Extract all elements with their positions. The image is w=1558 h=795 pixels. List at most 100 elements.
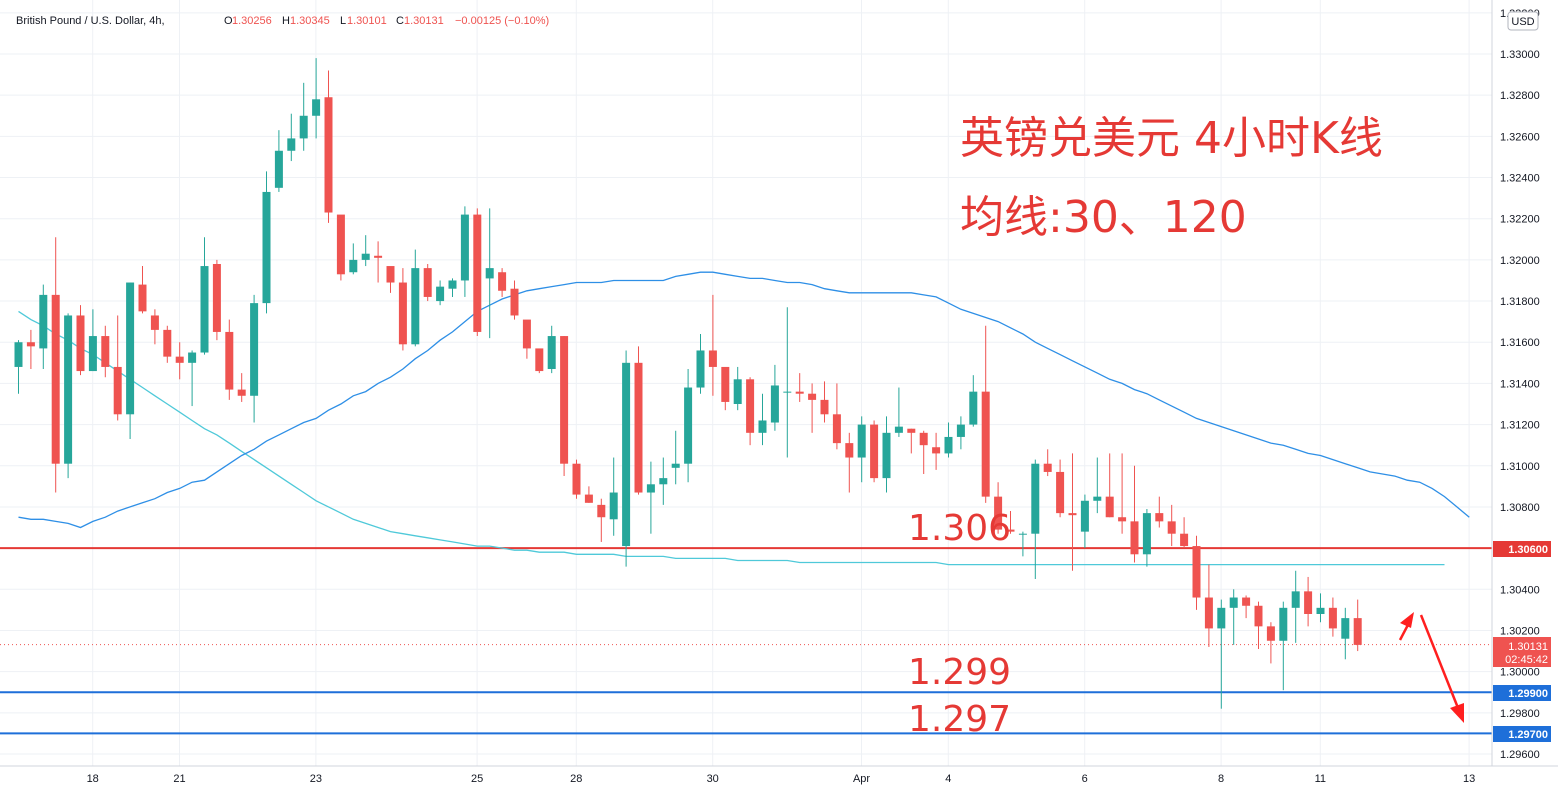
candle-bearish[interactable] <box>932 432 941 470</box>
candle-bullish[interactable] <box>1291 570 1300 643</box>
candle-bearish[interactable] <box>51 237 60 493</box>
candle-bullish[interactable] <box>646 461 655 534</box>
candle-bearish[interactable] <box>386 266 395 293</box>
candle-bearish[interactable] <box>522 319 531 359</box>
candle-bullish[interactable] <box>39 284 48 369</box>
candle-bullish[interactable] <box>944 422 953 458</box>
candle-bearish[interactable] <box>113 315 122 421</box>
candle-bearish[interactable] <box>26 329 35 369</box>
candle-bearish[interactable] <box>1105 453 1114 518</box>
candle-bullish[interactable] <box>696 334 705 394</box>
candle-bearish[interactable] <box>336 214 345 281</box>
candle-bearish[interactable] <box>907 428 916 454</box>
candle-bullish[interactable] <box>622 350 631 567</box>
candle-bearish[interactable] <box>1130 465 1139 563</box>
candle-bearish[interactable] <box>721 366 730 411</box>
candle-bullish[interactable] <box>547 325 556 374</box>
candle-bullish[interactable] <box>894 387 903 437</box>
candle-bullish[interactable] <box>188 350 197 407</box>
candle-bearish[interactable] <box>820 381 829 423</box>
candle-bearish[interactable] <box>1118 453 1127 534</box>
candle-bearish[interactable] <box>1254 601 1263 649</box>
candle-bearish[interactable] <box>498 268 507 297</box>
candle-bearish[interactable] <box>808 383 817 433</box>
candle-bearish[interactable] <box>175 342 184 380</box>
candle-bearish[interactable] <box>708 294 717 396</box>
candle-bearish[interactable] <box>584 486 593 503</box>
candle-bearish[interactable] <box>398 268 407 351</box>
candle-bearish[interactable] <box>746 377 755 446</box>
candle-bullish[interactable] <box>969 375 978 427</box>
candle-bearish[interactable] <box>1056 459 1065 518</box>
candle-bullish[interactable] <box>609 457 618 536</box>
candle-bullish[interactable] <box>14 340 23 394</box>
candle-bullish[interactable] <box>882 416 891 493</box>
candle-bearish[interactable] <box>1180 517 1189 549</box>
candle-bearish[interactable] <box>560 336 569 477</box>
candle-bullish[interactable] <box>1316 593 1325 623</box>
candle-bullish[interactable] <box>659 457 668 505</box>
candle-bullish[interactable] <box>436 280 445 306</box>
time-axis[interactable]: 18 21 23 25 28 30 Apr 4 6 8 11 13 <box>87 773 1476 785</box>
candle-bullish[interactable] <box>956 416 965 450</box>
candle-bearish[interactable] <box>1192 535 1201 610</box>
candle-bullish[interactable] <box>126 282 135 439</box>
candle-bearish[interactable] <box>473 208 482 337</box>
candle-bearish[interactable] <box>994 482 1003 534</box>
candle-bullish[interactable] <box>64 313 73 479</box>
candle-bearish[interactable] <box>981 325 990 503</box>
candle-bullish[interactable] <box>349 243 358 275</box>
candle-bullish[interactable] <box>460 206 469 297</box>
currency-button-label[interactable]: USD <box>1511 16 1534 28</box>
candle-bearish[interactable] <box>423 264 432 302</box>
currency-button[interactable]: USD <box>1507 11 1539 31</box>
candle-bullish[interactable] <box>733 366 742 411</box>
candle-bullish[interactable] <box>1093 457 1102 514</box>
candle-bearish[interactable] <box>225 319 234 400</box>
candle-bearish[interactable] <box>1353 599 1362 652</box>
candle-bullish[interactable] <box>262 171 271 314</box>
candle-bearish[interactable] <box>1266 622 1275 664</box>
candle-bearish[interactable] <box>1167 504 1176 547</box>
candle-bullish[interactable] <box>448 278 457 297</box>
candle-bullish[interactable] <box>857 416 866 483</box>
candle-bearish[interactable] <box>163 325 172 363</box>
candle-bullish[interactable] <box>287 113 296 162</box>
candle-bullish[interactable] <box>1341 607 1350 660</box>
candle-bearish[interactable] <box>919 430 928 474</box>
ma30-line[interactable] <box>18 271 1470 529</box>
candle-bullish[interactable] <box>200 237 209 355</box>
ma120-line[interactable] <box>18 310 1445 566</box>
candle-bullish[interactable] <box>1279 601 1288 691</box>
candle-bearish[interactable] <box>1304 576 1313 627</box>
candle-bullish[interactable] <box>1080 494 1089 549</box>
candle-bearish[interactable] <box>1155 496 1164 528</box>
candle-bullish[interactable] <box>770 364 779 431</box>
candle-bullish[interactable] <box>1142 509 1151 567</box>
candle-bearish[interactable] <box>138 266 147 314</box>
candle-bearish[interactable] <box>1242 595 1251 619</box>
candle-bullish[interactable] <box>671 430 680 485</box>
candle-bearish[interactable] <box>845 432 854 493</box>
candle-bullish[interactable] <box>783 307 792 458</box>
candle-bearish[interactable] <box>832 383 841 450</box>
candle-bullish[interactable] <box>411 249 420 347</box>
candle-bearish[interactable] <box>634 346 643 495</box>
candle-bearish[interactable] <box>324 70 333 223</box>
candle-bearish[interactable] <box>1006 511 1015 534</box>
candle-bearish[interactable] <box>572 459 581 499</box>
candle-bearish[interactable] <box>535 348 544 374</box>
candle-bullish[interactable] <box>88 309 97 372</box>
candle-bullish[interactable] <box>1229 589 1238 645</box>
candle-bearish[interactable] <box>101 325 110 378</box>
price-axis[interactable]: 1.332001.330001.328001.326001.324001.322… <box>1500 8 1540 761</box>
candle-bearish[interactable] <box>76 305 85 376</box>
candle-bullish[interactable] <box>485 208 494 339</box>
candle-bullish[interactable] <box>1031 459 1040 579</box>
candle-bullish[interactable] <box>684 369 693 483</box>
candle-bearish[interactable] <box>1068 453 1077 571</box>
candle-bullish[interactable] <box>361 235 370 267</box>
candle-bearish[interactable] <box>1204 564 1213 647</box>
candle-bearish[interactable] <box>1043 449 1052 477</box>
